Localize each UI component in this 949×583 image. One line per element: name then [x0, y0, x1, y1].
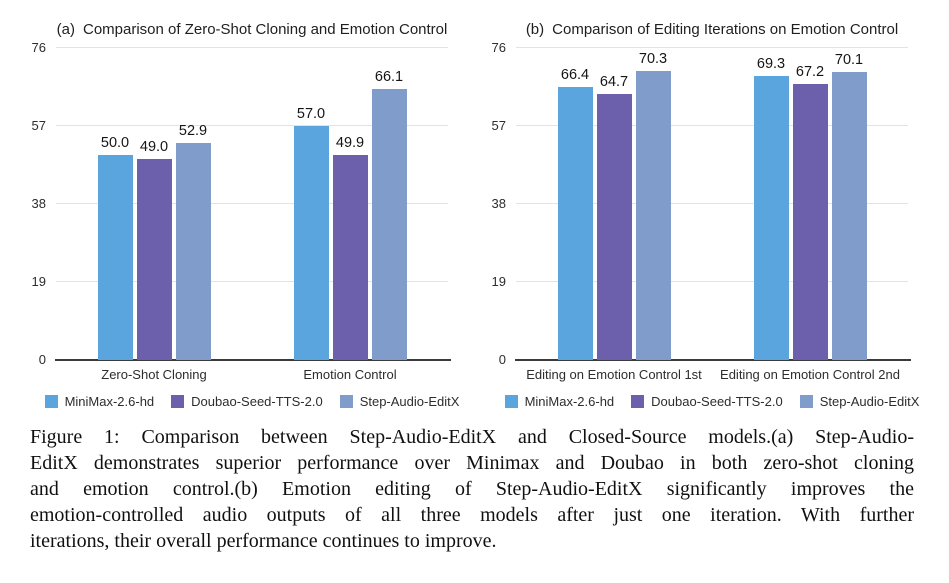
legend-label: Doubao-Seed-TTS-2.0: [651, 394, 783, 409]
category-label: Editing on Emotion Control 1st: [526, 367, 702, 382]
chart-a-title-text: Comparison of Zero-Shot Cloning and Emot…: [82, 21, 448, 38]
bar-group-1: 50.0 49.0 52.9: [97, 123, 211, 360]
bar-value-label: 49.9: [335, 135, 365, 152]
figure-caption-line: EditX demonstrates superior performance …: [30, 452, 914, 474]
chart-a-plot-area: 50.0 49.0 52.9 57.0 49.9 66.1: [55, 47, 451, 361]
chart-a-panel-label: (a): [56, 21, 75, 38]
legend-swatch-icon: [339, 395, 353, 408]
figure-caption: Figure 1: Comparison between Step-Audio-…: [30, 424, 914, 554]
gridline-y19: [516, 281, 908, 282]
figure-caption-line: and emotion control.(b) Emotion editing …: [30, 478, 914, 500]
y-axis-tick-label: 19: [31, 274, 46, 289]
legend-item: MiniMax-2.6-hd: [44, 394, 155, 409]
gridline-y38: [56, 203, 448, 204]
y-axis-tick-label: 0: [38, 352, 46, 367]
chart-a-title: (a) Comparison of Zero-Shot Cloning and E…: [56, 21, 448, 38]
bar-minimax-2.6-hd: 50.0: [97, 135, 133, 360]
legend-swatch-icon: [171, 395, 185, 408]
legend-item: Doubao-Seed-TTS-2.0: [631, 394, 783, 409]
bar-group-1: 66.4 64.7 70.3: [557, 51, 671, 360]
bar-doubao-seed-tts-2.0: 67.2: [792, 64, 828, 360]
legend-label: Step-Audio-EditX: [359, 394, 460, 409]
y-axis-tick-label: 19: [491, 274, 506, 289]
bar-step-audio-editx: 70.1: [831, 52, 867, 360]
bar-group-2: 57.0 49.9 66.1: [293, 69, 407, 360]
gridline-y57: [516, 125, 908, 126]
chart-b-panel-label: (b): [525, 21, 545, 38]
legend-item: Step-Audio-EditX: [339, 394, 460, 409]
bar-value-label: 52.9: [178, 122, 208, 139]
y-axis-tick-label: 0: [498, 352, 506, 367]
gridline-y57: [56, 125, 448, 126]
chart-b-title: (b) Comparison of Editing Iterations on E…: [516, 21, 908, 38]
bar-value-label: 57.0: [296, 106, 326, 122]
gridline-y19: [56, 281, 448, 282]
legend-label: MiniMax-2.6-hd: [64, 394, 155, 409]
bar-doubao-seed-tts-2.0: 64.7: [596, 74, 632, 360]
bar-step-audio-editx: 66.1: [371, 69, 407, 360]
legend-swatch-icon: [631, 395, 645, 408]
bar-value-label: 69.3: [756, 55, 786, 72]
chart-legend: MiniMax-2.6-hd Doubao-Seed-TTS-2.0 Step-Au…: [44, 394, 459, 409]
bar-doubao-seed-tts-2.0: 49.9: [332, 135, 368, 360]
gridline-y76: [56, 47, 448, 48]
bar-value-label: 66.1: [374, 68, 404, 85]
chart-panel-b: (b) Comparison of Editing Iterations on E…: [460, 0, 940, 418]
category-label: Zero-Shot Cloning: [101, 367, 207, 382]
y-axis-tick-label: 38: [491, 196, 506, 211]
bar-minimax-2.6-hd: 66.4: [557, 67, 593, 360]
legend-swatch-icon: [799, 395, 813, 408]
bar-value-label: 50.0: [100, 134, 130, 151]
legend-label: Doubao-Seed-TTS-2.0: [191, 394, 323, 409]
legend-item: Step-Audio-EditX: [799, 394, 920, 409]
y-axis-tick-label: 76: [31, 40, 46, 55]
legend-label: Step-Audio-EditX: [819, 394, 920, 409]
figure-caption-line: emotion-controlled audio outputs of all …: [30, 504, 914, 526]
legend-item: MiniMax-2.6-hd: [504, 394, 615, 409]
bar-step-audio-editx: 52.9: [175, 123, 211, 360]
y-axis-tick-label: 38: [31, 196, 46, 211]
bar-minimax-2.6-hd: 57.0: [293, 106, 329, 360]
y-axis-tick-label: 57: [31, 118, 46, 133]
figure-caption-line: iterations, their overall performance co…: [30, 530, 497, 552]
y-axis-tick-label: 76: [491, 40, 506, 55]
bar-value-label: 70.1: [834, 52, 864, 69]
y-axis-tick-label: 57: [491, 118, 506, 133]
bar-group-2: 69.3 67.2 70.1: [753, 52, 867, 360]
bar-doubao-seed-tts-2.0: 49.0: [136, 139, 172, 360]
legend-item: Doubao-Seed-TTS-2.0: [171, 394, 323, 409]
bar-value-label: 49.0: [139, 138, 169, 155]
category-label: Emotion Control: [303, 367, 397, 382]
chart-panel-a: (a) Comparison of Zero-Shot Cloning and E…: [0, 0, 475, 418]
chart-legend: MiniMax-2.6-hd Doubao-Seed-TTS-2.0 Step-Au…: [504, 394, 919, 409]
bar-value-label: 66.4: [560, 67, 590, 84]
figure-caption-line: Figure 1: Comparison between Step-Audio-…: [30, 426, 914, 448]
bar-minimax-2.6-hd: 69.3: [753, 56, 789, 360]
bar-step-audio-editx: 70.3: [635, 51, 671, 360]
x-axis-line: [55, 359, 451, 361]
category-label: Editing on Emotion Control 2nd: [720, 367, 900, 382]
chart-b-title-text: Comparison of Editing Iterations on Emot…: [552, 21, 899, 38]
legend-swatch-icon: [504, 395, 518, 408]
bar-value-label: 67.2: [795, 64, 825, 81]
bar-value-label: 64.7: [599, 74, 629, 91]
bar-value-label: 70.3: [638, 51, 668, 68]
gridline-y76: [516, 47, 908, 48]
legend-label: MiniMax-2.6-hd: [524, 394, 615, 409]
legend-swatch-icon: [44, 395, 58, 408]
gridline-y38: [516, 203, 908, 204]
x-axis-line: [515, 359, 911, 361]
chart-b-plot-area: 66.4 64.7 70.3 69.3 67.2 70.1: [515, 47, 911, 361]
